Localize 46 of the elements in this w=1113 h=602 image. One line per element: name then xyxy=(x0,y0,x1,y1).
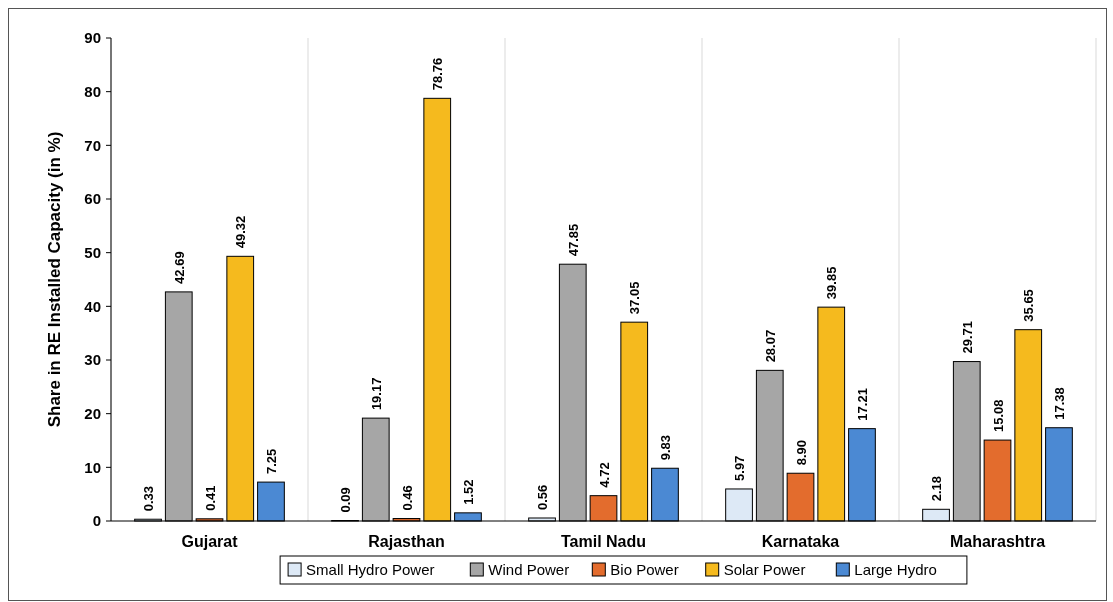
data-label: 0.46 xyxy=(399,485,415,511)
data-label: 28.07 xyxy=(762,329,778,363)
data-label: 42.69 xyxy=(171,251,187,284)
y-tick-label: 60 xyxy=(84,190,101,208)
legend-label: Solar Power xyxy=(723,561,806,579)
legend-label: Wind Power xyxy=(488,561,570,579)
data-label: 9.83 xyxy=(657,434,673,461)
data-label: 35.65 xyxy=(1021,289,1037,322)
y-tick-label: 0 xyxy=(92,512,101,530)
data-label: 0.09 xyxy=(338,487,354,513)
y-tick-label: 40 xyxy=(84,297,101,315)
data-label: 15.08 xyxy=(990,399,1006,433)
legend-label: Small Hydro Power xyxy=(306,561,435,579)
data-label: 1.52 xyxy=(460,479,476,505)
data-label: 17.38 xyxy=(1051,387,1067,420)
x-tick-label: Tamil Nadu xyxy=(560,533,647,550)
data-label: 2.18 xyxy=(929,475,945,502)
data-label: 0.56 xyxy=(535,484,551,510)
data-label: 4.72 xyxy=(596,462,612,488)
legend-label: Large Hydro xyxy=(854,561,937,579)
legend-label: Bio Power xyxy=(610,561,679,579)
data-label: 39.85 xyxy=(824,266,840,300)
data-label: 47.85 xyxy=(565,223,581,257)
data-label: 0.33 xyxy=(141,485,157,512)
data-label: 49.32 xyxy=(233,215,249,249)
x-tick-label: Maharashtra xyxy=(949,533,1046,550)
data-label: 7.25 xyxy=(263,448,279,475)
x-tick-label: Gujarat xyxy=(181,533,239,550)
data-label: 0.41 xyxy=(202,485,218,511)
y-tick-label: 50 xyxy=(84,243,101,261)
y-tick-label: 10 xyxy=(84,458,101,476)
y-tick-label: 80 xyxy=(84,82,101,100)
data-label: 78.76 xyxy=(430,57,446,91)
y-tick-label: 30 xyxy=(84,351,101,369)
data-label: 5.97 xyxy=(732,455,748,481)
y-tick-label: 70 xyxy=(84,136,101,154)
data-label: 29.71 xyxy=(959,321,975,354)
y-tick-label: 90 xyxy=(84,29,101,47)
y-tick-label: 20 xyxy=(84,404,101,422)
x-tick-label: Karnataka xyxy=(761,533,840,550)
data-label: 37.05 xyxy=(627,281,643,315)
data-label: 17.21 xyxy=(854,388,870,421)
data-label: 8.90 xyxy=(793,439,809,466)
x-tick-label: Rajasthan xyxy=(368,533,445,550)
data-label: 19.17 xyxy=(368,377,384,411)
y-axis-title: Share in RE Installed Capacity (in %) xyxy=(45,131,64,428)
